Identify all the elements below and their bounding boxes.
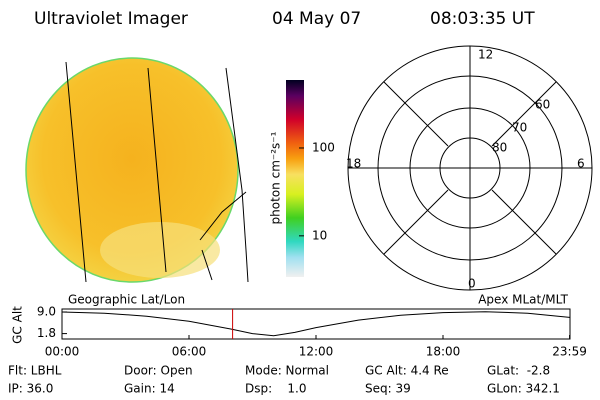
colorbar-tick-label: 100 (312, 140, 335, 154)
colorbar (286, 80, 304, 277)
x-tick-label: 12:00 (299, 345, 334, 359)
status-field: Gain: 14 (124, 382, 175, 396)
time: 08:03:35 UT (430, 9, 535, 29)
x-tick-label: 00:00 (45, 345, 80, 359)
status-field: GLat: -2.8 (487, 364, 550, 378)
date: 04 May 07 (272, 9, 361, 29)
status-field: IP: 36.0 (8, 382, 53, 396)
ring-label: 60 (535, 98, 550, 112)
polar-label: 6 (577, 157, 585, 171)
colorbar-tick-label: 10 (312, 228, 327, 242)
status-field: Flt: LBHL (8, 364, 62, 378)
colorbar-label: photon cm⁻²s⁻¹ (269, 131, 283, 224)
left-label: Geographic Lat/Lon (68, 293, 185, 307)
polar-label: 12 (478, 48, 493, 62)
status-field: Dsp: 1.0 (245, 382, 307, 396)
x-tick-label: 23:59 (552, 345, 587, 359)
y-tick-label: 1.8 (37, 326, 56, 340)
y-label: GC Alt (11, 306, 25, 344)
title: Ultraviolet Imager (34, 9, 188, 29)
altitude-line (61, 311, 570, 337)
status-field: GLon: 342.1 (487, 382, 560, 396)
plot-frame (61, 308, 571, 340)
x-tick-label: 06:00 (172, 345, 207, 359)
status-field: Seq: 39 (365, 382, 411, 396)
x-tick-label: 18:00 (426, 345, 461, 359)
status-field: GC Alt: 4.4 Re (365, 364, 449, 378)
y-tick-label: 9.0 (37, 305, 56, 319)
right-label: Apex MLat/MLT (478, 293, 568, 307)
polar-label: 18 (346, 157, 361, 171)
status-field: Mode: Normal (245, 364, 329, 378)
status-field: Door: Open (124, 364, 193, 378)
ring-label: 80 (492, 141, 507, 155)
uv-image (25, 57, 249, 283)
polar-grid (347, 45, 593, 291)
ring-label: 70 (512, 121, 527, 135)
polar-label: 0 (468, 277, 476, 291)
